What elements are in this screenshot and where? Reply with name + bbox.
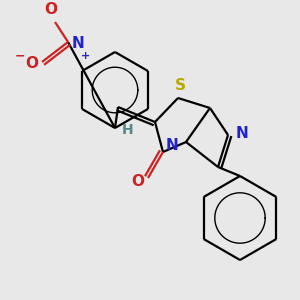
Text: O: O xyxy=(26,56,38,71)
Text: O: O xyxy=(44,2,58,17)
Text: H: H xyxy=(122,123,134,137)
Text: N: N xyxy=(236,125,248,140)
Text: N: N xyxy=(166,139,178,154)
Text: −: − xyxy=(15,50,25,62)
Text: N: N xyxy=(72,37,84,52)
Text: S: S xyxy=(175,79,185,94)
Text: O: O xyxy=(131,175,145,190)
Text: +: + xyxy=(81,51,91,61)
